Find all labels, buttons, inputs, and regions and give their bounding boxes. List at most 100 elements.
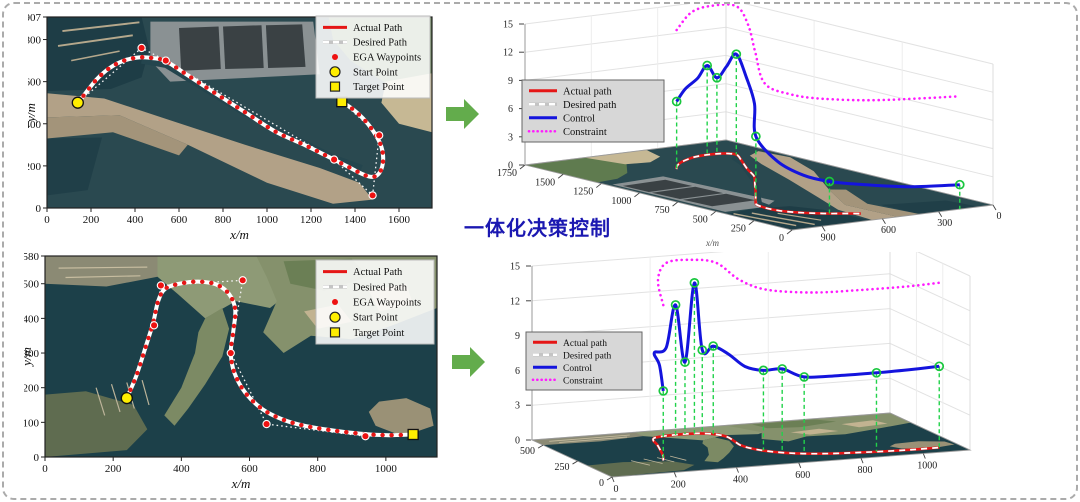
floor-land-area bbox=[683, 193, 756, 207]
legend-label: Control bbox=[563, 113, 595, 124]
legend-label: Desired Path bbox=[353, 38, 408, 49]
x-tick-label: 1400 bbox=[344, 214, 367, 226]
floor-left-tick-label: 1750 bbox=[497, 168, 517, 179]
floor-left-tick bbox=[537, 444, 544, 449]
floor-right-tick bbox=[938, 211, 943, 217]
grid-line-z bbox=[524, 0, 994, 65]
control-waypoint-marker bbox=[671, 96, 682, 107]
z-tick-label: 3 bbox=[508, 132, 513, 143]
ega-waypoint-marker bbox=[375, 131, 384, 140]
x-axis-label: x/m bbox=[231, 476, 251, 491]
floor-left-tick bbox=[519, 164, 526, 170]
floor-left-tick-label: 1000 bbox=[611, 196, 631, 207]
floor-left-tick-label: 0 bbox=[779, 233, 784, 244]
right-arrow-icon bbox=[446, 99, 479, 129]
legend-label: Start Point bbox=[353, 313, 398, 324]
legend-label: Constraint bbox=[563, 376, 603, 386]
control-line bbox=[652, 281, 940, 392]
floor-desired-path-line bbox=[675, 152, 861, 215]
floor-left-tick bbox=[634, 192, 640, 198]
legend-item: Desired Path bbox=[323, 282, 408, 293]
legend: Actual Path Desired Path EGA Waypoints Star… bbox=[315, 259, 435, 345]
control-waypoint-marker bbox=[954, 179, 965, 190]
y-tick-label: 100 bbox=[24, 417, 40, 429]
actual-path-line bbox=[75, 55, 386, 180]
control-waypoint-marker bbox=[751, 131, 761, 142]
control-waypoint-marker bbox=[777, 364, 788, 374]
legend-item: Target Point bbox=[329, 327, 404, 339]
floor-bottom-tick-label: 600 bbox=[795, 470, 810, 481]
floor-left-tick-label: 500 bbox=[520, 446, 535, 457]
floor-map-feature bbox=[631, 460, 650, 466]
floor-right-tick-label: 600 bbox=[881, 225, 896, 236]
legend-item: Desired path bbox=[529, 100, 617, 111]
control-waypoint-marker bbox=[697, 345, 708, 355]
x-tick-label: 800 bbox=[215, 214, 232, 226]
floor-land-area bbox=[790, 428, 839, 435]
x-tick-label: 0 bbox=[44, 214, 50, 226]
y-tick-label: 600 bbox=[28, 77, 42, 89]
legend-item: Actual path bbox=[533, 339, 607, 349]
y-tick-label: 0 bbox=[34, 452, 40, 464]
floor-land-area bbox=[752, 419, 836, 429]
grid-line-z bbox=[531, 273, 971, 312]
legend-swatch-waypoint bbox=[332, 54, 338, 60]
y-axis-label: y/m bbox=[24, 347, 34, 368]
land-area bbox=[368, 398, 434, 437]
control-waypoint-marker bbox=[824, 176, 835, 187]
legend-label: Constraint bbox=[563, 127, 607, 138]
land-area bbox=[179, 26, 221, 71]
legend-swatch-target-point bbox=[329, 327, 341, 338]
floor-left-tick-label: 250 bbox=[731, 224, 746, 235]
floor-right-tick-label: 300 bbox=[937, 218, 952, 229]
floor-land-area bbox=[651, 186, 724, 199]
control-waypoint-marker bbox=[712, 72, 722, 83]
floor-left-tick bbox=[606, 476, 613, 481]
floor-desired-path-line bbox=[652, 432, 940, 461]
land-area bbox=[265, 24, 306, 68]
legend: Actual path Desired path Control Constraint bbox=[525, 331, 643, 391]
map-feature bbox=[95, 387, 106, 416]
map-bottom-chart: 0 100 200 300 400 500 580 0 200 400 600 800 1000 x/m y… bbox=[19, 251, 438, 491]
map-feature bbox=[57, 34, 133, 47]
floor-land-area bbox=[702, 437, 734, 463]
legend-label: Actual path bbox=[563, 339, 607, 349]
legend-item: Control bbox=[529, 113, 595, 124]
y-tick-label: 200 bbox=[24, 383, 40, 395]
control-waypoint-marker bbox=[871, 367, 882, 378]
land-area bbox=[47, 137, 102, 196]
plot-frame bbox=[44, 255, 438, 458]
map-feature bbox=[65, 275, 141, 279]
target-point-marker bbox=[407, 428, 419, 441]
z-tick-label: 15 bbox=[503, 20, 513, 31]
floor-land-area bbox=[880, 200, 980, 215]
ega-waypoint-marker bbox=[161, 56, 170, 65]
legend-item: Start Point bbox=[329, 66, 398, 78]
z-tick-label: 9 bbox=[508, 76, 513, 87]
land-area bbox=[47, 17, 150, 92]
y-tick-label: 0 bbox=[36, 203, 42, 215]
legend-label: EGA Waypoints bbox=[353, 53, 421, 64]
y-tick-label: 580 bbox=[24, 252, 40, 263]
map-feature bbox=[141, 379, 150, 406]
panel-3d-control-bottom: 0 3 6 9 12 15 500 250 0 0 200 400 600 800 1000 Actual p… bbox=[480, 238, 1076, 500]
control-waypoint-marker bbox=[708, 341, 719, 351]
map-feature bbox=[62, 21, 140, 33]
x-tick-label: 200 bbox=[105, 463, 122, 475]
legend: Actual path Desired path Control Constraint bbox=[521, 79, 665, 143]
ega-waypoint-marker bbox=[262, 419, 271, 429]
floor-map-feature bbox=[669, 455, 687, 461]
map-feature bbox=[58, 266, 148, 269]
z-tick-label: 6 bbox=[508, 104, 513, 115]
panel-3d-control-top: 0 3 6 9 12 15 1750 1500 1250 1000 750 500 250 0 900 600… bbox=[480, 0, 1076, 250]
z-tick-label: 6 bbox=[515, 366, 520, 377]
legend-label: Actual Path bbox=[353, 267, 403, 278]
control-waypoint-marker bbox=[658, 386, 669, 396]
x-tick-label: 600 bbox=[241, 463, 258, 475]
flow-arrow-bottom bbox=[452, 346, 486, 378]
floor-map-feature bbox=[733, 213, 797, 227]
floor-satellite-image bbox=[532, 413, 970, 477]
control-waypoint-marker bbox=[934, 361, 945, 372]
grid-line-z bbox=[531, 238, 971, 277]
